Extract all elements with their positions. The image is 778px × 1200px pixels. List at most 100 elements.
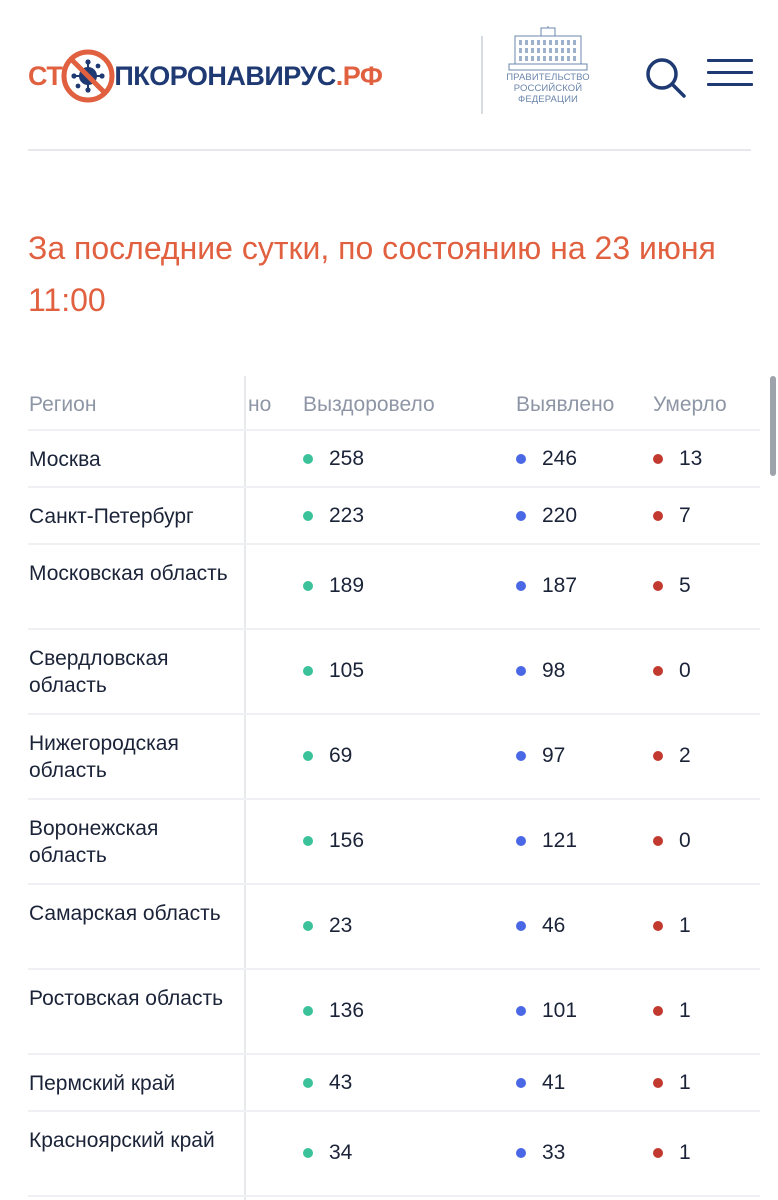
- detected-dot-icon: [516, 581, 526, 591]
- recovered-cell: 105: [303, 659, 364, 683]
- recovered-dot-icon: [303, 581, 313, 591]
- recovered-dot-icon: [303, 751, 313, 761]
- died-value: 13: [679, 447, 703, 470]
- recovered-cell: 23: [303, 914, 352, 938]
- died-value: 0: [679, 829, 691, 852]
- region-name: Пермский край: [29, 1072, 176, 1095]
- detected-value: 46: [542, 914, 566, 937]
- detected-dot-icon: [516, 454, 526, 464]
- virus-stop-icon: [61, 49, 115, 103]
- column-header-died[interactable]: Умерло: [653, 393, 727, 416]
- recovered-cell: 34: [303, 1141, 352, 1165]
- died-value: 1: [679, 1141, 691, 1164]
- menu-icon: [707, 59, 753, 62]
- detected-dot-icon: [516, 921, 526, 931]
- detected-cell: 121: [516, 829, 577, 853]
- died-dot-icon: [653, 1078, 663, 1088]
- detected-value: 33: [542, 1141, 566, 1164]
- detected-cell: 246: [516, 447, 577, 471]
- died-dot-icon: [653, 454, 663, 464]
- recovered-cell: 156: [303, 829, 364, 853]
- search-icon: [646, 58, 686, 98]
- recovered-value: 105: [329, 659, 365, 682]
- gov-label-line1: ПРАВИТЕЛЬСТВО: [506, 72, 590, 83]
- died-value: 1: [679, 914, 691, 937]
- died-cell: 7: [653, 504, 691, 528]
- region-name: Ростовская область: [29, 987, 224, 1010]
- detected-cell: 46: [516, 914, 565, 938]
- detected-dot-icon: [516, 1006, 526, 1016]
- region-name: Воронежская область: [29, 817, 159, 867]
- died-dot-icon: [653, 836, 663, 846]
- died-dot-icon: [653, 581, 663, 591]
- government-building-icon: [508, 26, 588, 71]
- died-value: 1: [679, 999, 691, 1022]
- region-stats-table[interactable]: Регион но Выздоровело Выявлено Умерло Мо…: [28, 376, 760, 1200]
- recovered-cell: 136: [303, 999, 364, 1023]
- detected-dot-icon: [516, 511, 526, 521]
- table-row: Красноярский край 34 33 1: [28, 1112, 760, 1197]
- menu-icon-line: [707, 83, 753, 86]
- site-logo[interactable]: СТ ПКОРОНАВИРУС .РФ: [28, 46, 383, 106]
- detected-cell: 187: [516, 574, 577, 598]
- column-header-partial[interactable]: но: [248, 393, 272, 416]
- region-name: Красноярский край: [29, 1129, 215, 1152]
- recovered-cell: 69: [303, 744, 352, 768]
- region-name: Нижегородская область: [29, 732, 179, 782]
- recovered-dot-icon: [303, 1006, 313, 1016]
- header-divider: [481, 36, 483, 114]
- table-row: Москва 258 246 13: [28, 431, 760, 488]
- government-logo[interactable]: ПРАВИТЕЛЬСТВО РОССИЙСКОЙ ФЕДЕРАЦИИ: [500, 26, 596, 112]
- detected-dot-icon: [516, 1148, 526, 1158]
- detected-value: 97: [542, 744, 566, 767]
- column-header-region[interactable]: Регион: [29, 393, 97, 416]
- recovered-value: 136: [329, 999, 365, 1022]
- title-line2: 11:00: [28, 282, 106, 318]
- detected-dot-icon: [516, 751, 526, 761]
- detected-value: 101: [542, 999, 578, 1022]
- horizontal-scroll-indicator[interactable]: [770, 376, 776, 476]
- search-button[interactable]: [643, 55, 689, 101]
- table-row: Московская область 189 187 5: [28, 545, 760, 630]
- recovered-dot-icon: [303, 511, 313, 521]
- recovered-dot-icon: [303, 1148, 313, 1158]
- gov-label-line2: РОССИЙСКОЙ: [513, 83, 583, 94]
- recovered-value: 258: [329, 447, 365, 470]
- recovered-value: 189: [329, 574, 365, 597]
- region-name: Самарская область: [29, 902, 221, 925]
- column-header-detected[interactable]: Выявлено: [516, 393, 615, 416]
- table-row: Ростовская область 136 101 1: [28, 970, 760, 1055]
- died-value: 1: [679, 1071, 691, 1094]
- detected-cell: 220: [516, 504, 577, 528]
- recovered-cell: 43: [303, 1071, 352, 1095]
- region-name: Московская область: [29, 562, 228, 585]
- died-value: 5: [679, 574, 691, 597]
- recovered-dot-icon: [303, 666, 313, 676]
- detected-cell: 41: [516, 1071, 565, 1095]
- died-dot-icon: [653, 1006, 663, 1016]
- recovered-value: 156: [329, 829, 365, 852]
- recovered-value: 23: [329, 914, 353, 937]
- header-divider-line: [28, 149, 751, 151]
- died-value: 7: [679, 504, 691, 527]
- died-dot-icon: [653, 921, 663, 931]
- menu-button[interactable]: [707, 59, 753, 93]
- recovered-cell: 189: [303, 574, 364, 598]
- detected-value: 220: [542, 504, 578, 527]
- detected-value: 41: [542, 1071, 566, 1094]
- logo-text-part2: ПКОРОНАВИРУС: [114, 60, 336, 91]
- died-cell: 1: [653, 999, 691, 1023]
- died-cell: 2: [653, 744, 691, 768]
- column-header-recovered[interactable]: Выздоровело: [303, 393, 435, 416]
- table-row: Нижегородская область 69 97 2: [28, 715, 760, 800]
- table-row: Свердловская область 105 98 0: [28, 630, 760, 715]
- detected-dot-icon: [516, 1078, 526, 1088]
- detected-cell: 33: [516, 1141, 565, 1165]
- died-cell: 5: [653, 574, 691, 598]
- recovered-cell: 258: [303, 447, 364, 471]
- recovered-value: 223: [329, 504, 365, 527]
- menu-icon-line: [707, 71, 753, 74]
- site-header: СТ ПКОРОНАВИРУС .РФ: [0, 0, 778, 151]
- recovered-value: 34: [329, 1141, 353, 1164]
- detected-value: 98: [542, 659, 566, 682]
